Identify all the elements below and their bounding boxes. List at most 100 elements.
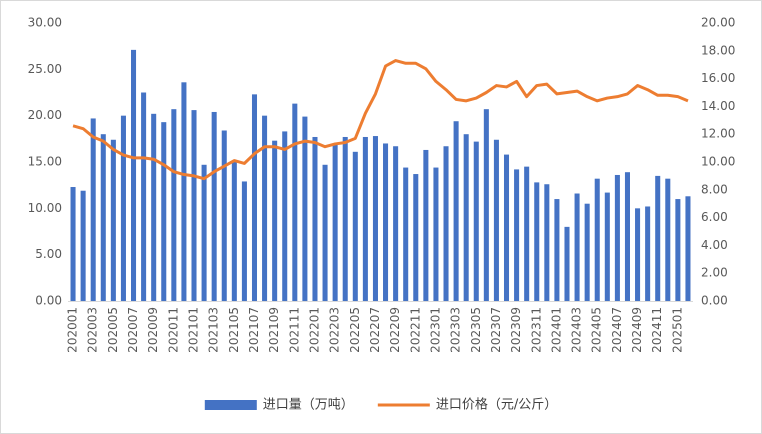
bar bbox=[514, 169, 520, 301]
bar bbox=[604, 192, 610, 301]
bar bbox=[614, 174, 620, 301]
x-tick-label: 202203 bbox=[328, 307, 342, 353]
x-tick-label: 202307 bbox=[489, 307, 503, 353]
bar bbox=[332, 144, 338, 301]
bar bbox=[594, 178, 600, 301]
bar bbox=[272, 140, 278, 301]
y2-tick-label: 6.00 bbox=[701, 210, 728, 224]
y-tick-label: 10.00 bbox=[28, 201, 62, 215]
bar bbox=[493, 139, 499, 301]
y-tick-label: 20.00 bbox=[28, 108, 62, 122]
bar bbox=[302, 116, 308, 302]
x-tick-label: 202405 bbox=[590, 307, 604, 353]
bar bbox=[584, 203, 590, 301]
bar bbox=[171, 109, 177, 302]
bar bbox=[403, 167, 409, 301]
bar bbox=[443, 146, 449, 301]
x-tick-label: 202005 bbox=[106, 307, 120, 353]
bar bbox=[665, 178, 671, 301]
x-tick-label: 202105 bbox=[227, 307, 241, 353]
y-tick-label: 5.00 bbox=[35, 247, 62, 261]
bar bbox=[362, 136, 368, 301]
bar bbox=[342, 136, 348, 301]
x-tick-label: 202401 bbox=[549, 307, 563, 353]
bar bbox=[151, 113, 157, 302]
bar bbox=[221, 130, 227, 301]
bar bbox=[413, 174, 419, 301]
x-tick-label: 202011 bbox=[166, 307, 180, 353]
x-tick-label: 202209 bbox=[388, 307, 402, 353]
y2-tick-label: 4.00 bbox=[701, 238, 728, 252]
bar bbox=[483, 109, 489, 302]
legend-label: 进口量（万吨） bbox=[263, 398, 354, 413]
bar bbox=[685, 196, 691, 301]
y2-tick-label: 18.00 bbox=[701, 43, 735, 57]
x-tick-label: 202411 bbox=[650, 307, 664, 353]
y2-tick-label: 16.00 bbox=[701, 71, 735, 85]
x-tick-label: 202109 bbox=[267, 307, 281, 353]
x-tick-label: 202303 bbox=[449, 307, 463, 353]
x-tick-label: 202207 bbox=[368, 307, 382, 353]
bar bbox=[524, 166, 530, 301]
bar bbox=[574, 193, 580, 301]
y2-tick-label: 12.00 bbox=[701, 127, 735, 141]
legend-swatch bbox=[204, 400, 257, 410]
x-tick-label: 202409 bbox=[630, 307, 644, 353]
x-tick-label: 202309 bbox=[509, 307, 523, 353]
x-tick-label: 202101 bbox=[187, 307, 201, 353]
x-tick-label: 202205 bbox=[348, 307, 362, 353]
bar bbox=[372, 136, 378, 301]
bar bbox=[352, 151, 358, 301]
y-tick-label: 0.00 bbox=[35, 294, 62, 308]
bar bbox=[383, 143, 389, 301]
bar bbox=[544, 184, 550, 301]
bar bbox=[292, 103, 298, 302]
y2-tick-label: 20.00 bbox=[701, 16, 735, 30]
x-tick-label: 202301 bbox=[428, 307, 442, 353]
bar bbox=[110, 139, 116, 301]
y2-tick-label: 2.00 bbox=[701, 266, 728, 280]
bar bbox=[231, 161, 237, 301]
bar bbox=[100, 134, 106, 301]
bar bbox=[554, 199, 560, 301]
x-tick-label: 202407 bbox=[610, 307, 624, 353]
bar bbox=[161, 122, 167, 301]
x-tick-label: 202305 bbox=[469, 307, 483, 353]
legend-label: 进口价格（元/公斤） bbox=[436, 397, 557, 413]
bar bbox=[322, 164, 328, 301]
x-tick-label: 202311 bbox=[529, 307, 543, 353]
bar bbox=[473, 141, 479, 301]
y2-tick-label: 14.00 bbox=[701, 99, 735, 113]
x-tick-label: 202007 bbox=[126, 307, 140, 353]
bar bbox=[80, 190, 86, 301]
x-tick-label: 202501 bbox=[670, 307, 684, 353]
bar bbox=[433, 167, 439, 301]
bar bbox=[201, 164, 207, 301]
legend: 进口量（万吨） 进口价格（元/公斤） bbox=[204, 397, 557, 413]
x-tick-label: 202403 bbox=[570, 307, 584, 353]
y-tick-label: 15.00 bbox=[28, 155, 62, 169]
bar bbox=[211, 111, 217, 302]
x-tick-label: 202003 bbox=[86, 307, 100, 353]
bar bbox=[282, 131, 288, 301]
y2-tick-label: 10.00 bbox=[701, 155, 735, 169]
bar bbox=[70, 187, 76, 301]
bar bbox=[463, 134, 469, 301]
bar bbox=[645, 206, 651, 301]
x-tick-label: 202103 bbox=[207, 307, 221, 353]
y-tick-label: 25.00 bbox=[28, 62, 62, 76]
bar bbox=[120, 115, 126, 302]
x-tick-label: 202111 bbox=[287, 307, 301, 353]
bar bbox=[181, 82, 187, 301]
x-tick-label: 202107 bbox=[247, 307, 261, 353]
x-tick-label: 202001 bbox=[66, 307, 80, 353]
y2-tick-label: 0.00 bbox=[701, 294, 728, 308]
bar bbox=[534, 182, 540, 301]
bar bbox=[675, 199, 681, 301]
legend-item: 进口价格（元/公斤） bbox=[377, 397, 557, 413]
bar bbox=[453, 121, 459, 301]
bar bbox=[90, 118, 96, 302]
